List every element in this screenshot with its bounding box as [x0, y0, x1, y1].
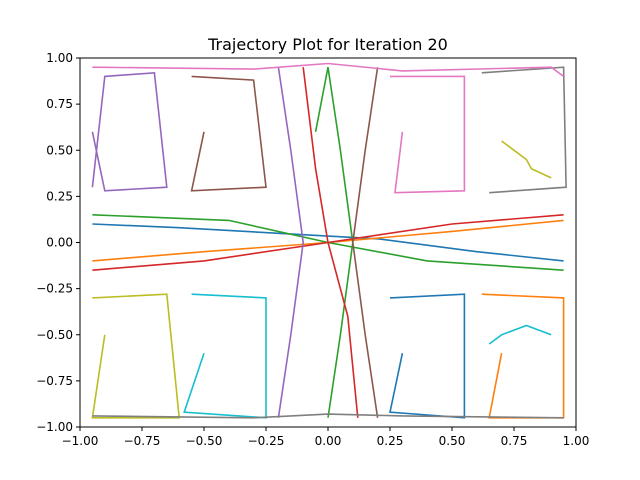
y-tick-label: 0.00 — [46, 236, 73, 250]
x-tick-label: −0.50 — [186, 434, 223, 448]
y-tick-label: 0.75 — [46, 97, 73, 111]
trajectory-line-16 — [351, 67, 379, 418]
trajectory-line-11 — [389, 293, 466, 419]
y-tick-label: −0.75 — [36, 374, 73, 388]
trajectory-line-1 — [92, 223, 564, 262]
y-tick-label: −1.00 — [36, 420, 73, 434]
trajectory-line-7 — [390, 75, 466, 194]
trajectory-lines — [91, 62, 567, 419]
x-tick-label: 0.50 — [439, 434, 466, 448]
y-tick-label: −0.50 — [36, 328, 73, 342]
y-tick-label: 0.50 — [46, 143, 73, 157]
trajectory-line-18 — [92, 413, 564, 419]
trajectory-line-15 — [277, 67, 305, 418]
x-tick-label: 1.00 — [563, 434, 590, 448]
trajectory-line-3 — [314, 67, 354, 418]
x-tick-label: −1.00 — [62, 434, 99, 448]
x-tick-label: 0.75 — [501, 434, 528, 448]
y-tick-label: −0.25 — [36, 282, 73, 296]
trajectory-line-17 — [92, 62, 565, 78]
trajectory-line-14 — [92, 214, 564, 271]
axes: −1.00 −0.75 −0.50 −0.25 0.00 0.25 0.50 0.75 1.00… — [36, 51, 589, 448]
trajectory-line-19 — [501, 140, 552, 179]
trajectory-line-9 — [91, 293, 181, 419]
y-tick-label: 1.00 — [46, 51, 73, 65]
trajectory-line-6 — [190, 75, 267, 192]
x-tick-label: −0.25 — [248, 434, 285, 448]
trajectory-line-10 — [183, 293, 267, 419]
trajectory-line-8 — [481, 66, 567, 194]
chart-title: Trajectory Plot for Iteration 20 — [207, 35, 448, 54]
trajectory-line-12 — [481, 293, 565, 419]
x-tick-label: 0.25 — [377, 434, 404, 448]
trajectory-line-20 — [488, 324, 552, 345]
trajectory-line-5 — [91, 71, 168, 192]
x-tick-label: 0.00 — [315, 434, 342, 448]
y-tick-label: 0.25 — [46, 189, 73, 203]
x-tick-label: −0.75 — [124, 434, 161, 448]
